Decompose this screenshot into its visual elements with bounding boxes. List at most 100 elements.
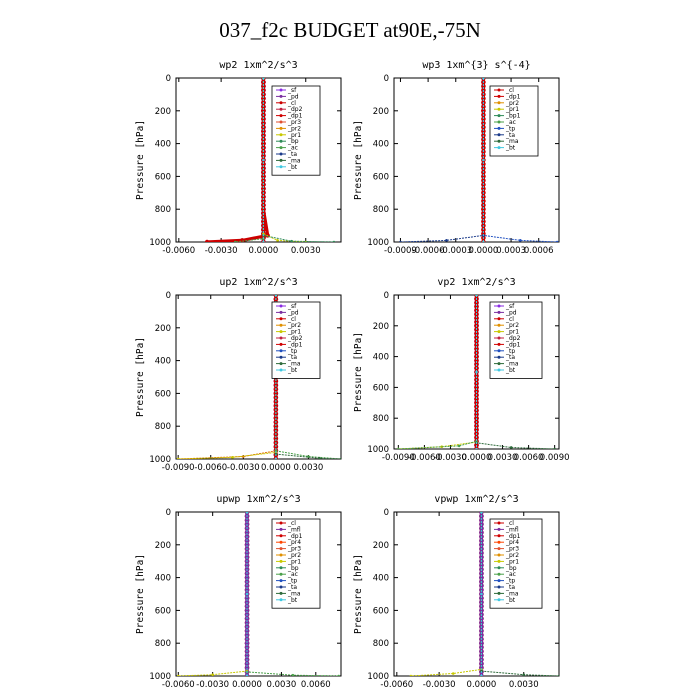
y-tick-label: 1000 <box>149 672 171 682</box>
x-tick-label: 0.0060 <box>514 453 544 463</box>
series-group <box>204 78 336 242</box>
data-point <box>176 457 180 459</box>
legend-entry: _tp <box>287 348 297 355</box>
x-tick-label: 0.0030 <box>509 680 539 690</box>
legend-entry: _dp2 <box>287 335 303 342</box>
legend-marker <box>279 553 283 557</box>
legend-marker <box>279 527 283 531</box>
legend-marker <box>279 317 283 321</box>
panel-title: upwp 1xm^2/s^3 <box>216 494 300 505</box>
data-point <box>481 96 486 101</box>
legend-entry: _pr2 <box>505 552 519 559</box>
legend-marker <box>279 355 283 359</box>
panel-title: wp2 1xm^2/s^3 <box>219 60 297 71</box>
data-point <box>475 295 478 297</box>
x-tick-label: 0.0030 <box>294 463 324 473</box>
legend-entry: _bt <box>505 367 516 374</box>
figure-title: 037_f2c BUDGET at90E,-75N <box>219 18 481 42</box>
series-line-dp1 <box>275 295 341 459</box>
y-tick-label: 200 <box>155 541 171 551</box>
legend-entry: _pd <box>287 93 299 100</box>
legend-entry: _pr4 <box>287 539 301 546</box>
x-tick-label: 0.0030 <box>488 453 518 463</box>
legend-entry: _ac <box>287 571 298 578</box>
y-tick-label: 0 <box>384 74 389 84</box>
x-tick-label: -0.0060 <box>162 680 195 690</box>
data-point <box>481 206 486 212</box>
legend-entry: _pd <box>287 309 299 316</box>
legend-entry: _bp <box>287 138 299 145</box>
x-tick-label: -0.0030 <box>205 246 238 256</box>
panel-4: vp2 1xm^2/s^3 Pressure [hPa] 0 200 400 600 800… <box>353 277 570 463</box>
panel-title: up2 1xm^2/s^3 <box>219 277 297 288</box>
data-point <box>509 446 513 449</box>
series-line-pr1 <box>262 78 306 242</box>
data-point <box>261 108 266 114</box>
panel-2: wp3 1xm^{3} s^{-4} Pressure [hPa] 0 200 400 6… <box>353 60 560 256</box>
data-point <box>233 240 237 242</box>
legend-entry: _tp <box>287 578 297 585</box>
series-group <box>399 78 559 242</box>
data-point <box>474 331 479 336</box>
data-point <box>244 665 250 671</box>
data-point <box>482 240 485 242</box>
legend-entry: _tp <box>505 125 515 132</box>
legend-entry: _pr1 <box>287 132 301 139</box>
legend-marker <box>497 559 501 563</box>
data-point <box>555 240 559 242</box>
legend-marker <box>497 88 501 92</box>
legend-marker <box>497 355 501 359</box>
data-point <box>479 653 484 658</box>
x-tick-label: -0.0060 <box>162 246 195 256</box>
legend-entry: _mfl <box>287 526 301 533</box>
legend-entry: _ma <box>287 590 301 597</box>
data-point <box>261 129 266 134</box>
legend-marker <box>279 152 283 156</box>
data-point <box>479 640 484 646</box>
legend-marker <box>279 304 283 308</box>
data-point <box>244 640 250 646</box>
data-point <box>261 186 266 191</box>
data-point <box>244 542 250 548</box>
legend-marker <box>279 114 283 118</box>
legend-entry: _cl <box>505 520 514 527</box>
data-point <box>482 158 485 162</box>
panel-6: vpwp 1xm^2/s^3 Pressure [hPa] 0 200 400 600 80… <box>353 494 560 690</box>
data-point <box>451 672 455 675</box>
data-point <box>553 447 556 449</box>
data-point <box>481 161 486 167</box>
data-point <box>261 83 266 89</box>
data-point <box>479 595 484 601</box>
data-point <box>474 358 479 363</box>
legend-entry: _pr2 <box>505 322 519 329</box>
data-point <box>481 141 486 146</box>
series-group <box>409 512 559 676</box>
data-point <box>261 153 266 159</box>
y-tick-label: 400 <box>155 357 171 367</box>
x-tick-label: -0.0030 <box>196 680 229 690</box>
data-point <box>481 153 486 159</box>
series-line-pr1 <box>178 295 277 459</box>
legend-entry: _pr3 <box>287 119 301 126</box>
legend-entry: _ma <box>287 157 301 164</box>
legend-marker <box>279 566 283 570</box>
legend-entry: _ta <box>287 151 297 158</box>
legend-marker <box>279 579 283 583</box>
legend-marker <box>497 310 501 314</box>
legend-marker <box>497 579 501 583</box>
legend-marker <box>279 107 283 111</box>
legend-entry: _pr1 <box>505 558 519 565</box>
data-point <box>480 592 483 596</box>
legend-marker <box>497 146 501 150</box>
legend-marker <box>497 368 501 372</box>
y-tick-label: 800 <box>373 639 389 649</box>
x-tick-label: -0.0030 <box>227 463 260 473</box>
legend-marker <box>497 126 501 130</box>
panel-5: upwp 1xm^2/s^3 Pressure [hPa] 0 200 400 600 80… <box>135 494 342 690</box>
legend-marker <box>279 368 283 372</box>
series-line-pr1 <box>410 512 482 676</box>
data-point <box>474 400 479 406</box>
y-tick-label: 0 <box>166 508 171 518</box>
legend-marker <box>497 553 501 557</box>
legend-marker <box>279 139 283 143</box>
